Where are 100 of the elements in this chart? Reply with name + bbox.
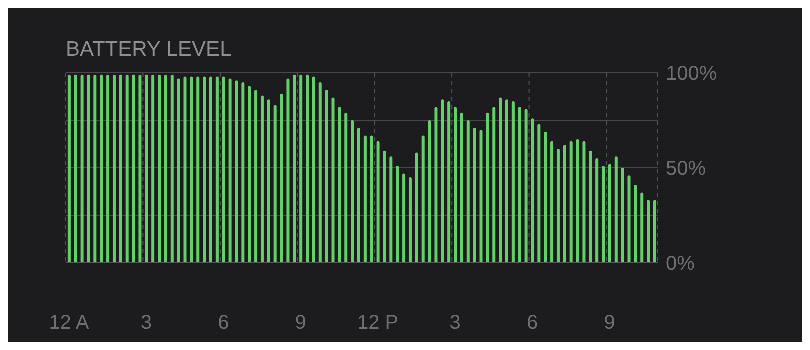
x-tick-label: 12 P [358,312,399,334]
bar [242,82,245,263]
x-tick-label: 6 [218,312,230,334]
bar [550,141,554,263]
bar [621,168,624,263]
bar [338,107,342,263]
x-tick-label: 3 [140,312,152,334]
bar [538,124,541,263]
bar [480,130,483,263]
bar [647,200,650,263]
bar [267,100,270,263]
bar [203,76,206,263]
bar [570,141,573,263]
bar [390,156,393,263]
bar [531,118,534,263]
bar [235,80,238,263]
bar [325,90,328,263]
bar [428,120,432,263]
bar [408,178,412,263]
x-tick-label: 9 [604,312,616,334]
bar [132,74,136,263]
bar [312,76,316,263]
bar [563,145,566,263]
bar [94,74,97,263]
bar [402,174,406,263]
bar [260,96,264,263]
bar [170,74,174,263]
bar [454,107,458,263]
bar [184,76,187,263]
bar [300,74,303,263]
bar [286,78,290,263]
y-tick-label: 50% [666,158,706,180]
bar [628,176,631,263]
bar [190,76,194,263]
bar [576,140,580,263]
bar [441,100,444,263]
bar [318,82,322,263]
x-tick-label: 6 [526,312,538,334]
bar [492,107,496,263]
bar [293,74,296,263]
bar [512,102,515,263]
bar [145,74,148,263]
bar [222,76,226,263]
y-tick-label: 100% [666,63,718,86]
bar [486,112,490,263]
bar [280,94,284,263]
bar [376,141,380,263]
bar [106,74,110,263]
chart-title: BATTERY LEVEL [66,38,232,62]
bar [351,120,354,263]
bar [596,158,599,263]
bar [87,74,90,263]
bar [357,128,360,263]
bar [608,164,612,263]
bar [422,136,425,263]
bar [640,192,644,263]
bar [653,200,656,263]
bar [216,76,219,263]
x-tick-label: 12 A [49,312,90,334]
bar [364,136,367,263]
bar [196,76,200,263]
bar [177,78,180,263]
bar [524,109,528,263]
bar [499,98,502,263]
bar [614,156,618,263]
bar [556,149,560,263]
bar [518,107,522,263]
bar [460,112,464,263]
bar [248,86,252,263]
bar [100,74,104,263]
bar [448,102,451,263]
bar [164,74,168,263]
bar [344,112,348,263]
bar [544,132,548,263]
bar [80,74,84,263]
bar [473,128,476,263]
bar [505,100,508,263]
bar [112,74,116,263]
bar [158,74,162,263]
bar [74,74,78,263]
bar [138,74,142,263]
bar [209,76,212,263]
x-tick-label: 3 [450,312,461,334]
bar [582,141,586,263]
bar [434,107,438,263]
bar [415,152,418,263]
y-tick-label: 0% [666,253,696,276]
bar [306,74,310,263]
bar [126,74,129,263]
bar [254,90,258,263]
bar [152,74,155,263]
bar [602,166,606,263]
bar [119,74,122,263]
bar [228,78,232,263]
x-tick-label: 9 [295,312,306,334]
bar [634,185,638,263]
bar [589,150,592,263]
bar [332,98,335,263]
bar [466,120,470,263]
bar [396,166,400,263]
